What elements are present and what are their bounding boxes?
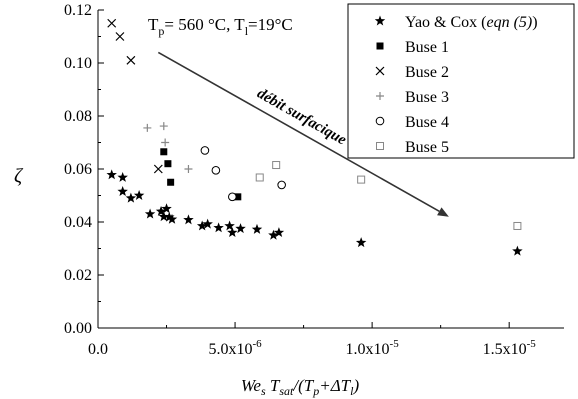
legend-label-buse-1: Buse 1: [405, 39, 449, 56]
data-point: [143, 123, 152, 132]
y-tick-label: 0.06: [64, 161, 92, 178]
data-point: [117, 186, 128, 196]
y-tick-label: 0.12: [64, 2, 92, 19]
data-point: [357, 175, 366, 184]
data-point: [273, 227, 285, 238]
y-axis-label: ζ: [14, 165, 24, 187]
data-point: [513, 221, 522, 230]
data-point: [224, 220, 235, 231]
data-point: [126, 55, 136, 65]
legend-marker: [374, 15, 386, 26]
data-point: [272, 161, 281, 170]
y-tick-label: 0.04: [64, 214, 92, 231]
data-point: [213, 222, 224, 233]
x-tick-label: 1.5x10-5: [483, 338, 537, 358]
x-tick-label: 0.0: [88, 341, 108, 358]
series-2: [107, 18, 163, 174]
data-point: [228, 192, 237, 202]
data-point: [164, 211, 175, 222]
data-point: [161, 138, 170, 147]
data-point: [200, 146, 210, 155]
data-point: [166, 213, 178, 224]
data-point: [277, 180, 286, 190]
legend-marker: [376, 92, 384, 100]
legend-box: [347, 3, 575, 159]
series-4: [200, 146, 286, 202]
legend-label-yao: Yao & Cox (eqn (5)): [405, 14, 538, 31]
data-point: [202, 218, 213, 229]
legend-marker: [375, 66, 385, 76]
data-point: [161, 203, 172, 214]
conditions-annotation: Tp= 560 °C, Tl=19°C: [148, 15, 293, 38]
ticks: 0.00 0.02 0.04 0.06 0.08 0.10 0.12 0.0 5.0x10-6 1…: [64, 2, 536, 358]
legend-marker: [376, 42, 384, 50]
series-1: [160, 148, 242, 201]
x-tick-label: 5.0x10-6: [208, 338, 262, 358]
data-point: [255, 173, 264, 182]
data-point: [235, 223, 246, 234]
data-point: [211, 166, 221, 175]
y-tick-label: 0.10: [64, 55, 92, 72]
data-point: [164, 160, 172, 168]
data-point: [196, 220, 208, 231]
data-point: [115, 32, 125, 41]
data-point: [227, 227, 238, 238]
data-point: [184, 165, 193, 173]
arrow-label: débit surfacique: [254, 86, 349, 149]
legend-label-buse-5: Buse 5: [405, 139, 449, 156]
data-point: [234, 193, 242, 201]
x-axis-label: Wes Tsat/(Tp+ΔTl): [241, 376, 360, 398]
y-tick-label: 0.02: [64, 267, 92, 284]
data-point: [268, 229, 279, 240]
y-tick-label: 0.00: [64, 320, 92, 337]
legend-items: [374, 15, 386, 150]
legend-label-buse-3: Buse 3: [405, 89, 449, 106]
data-point: [107, 18, 117, 28]
legend-label-buse-4: Buse 4: [405, 114, 449, 131]
data-point: [153, 164, 163, 174]
arrow-line: [157, 51, 440, 212]
data-point: [355, 237, 367, 248]
arrow-head: [437, 207, 449, 217]
x-tick-label: 1.0x10-5: [346, 338, 400, 358]
series-5: [255, 161, 522, 230]
data-point: [183, 214, 194, 225]
data-point: [106, 169, 117, 180]
data-point: [160, 148, 168, 156]
data-point: [133, 190, 145, 200]
series-3: [143, 122, 193, 173]
data-marks: [106, 18, 523, 256]
y-tick-label: 0.08: [64, 108, 92, 125]
legend-marker: [376, 142, 384, 150]
legend: Yao & Cox (eqn (5)) Buse 1 Buse 2 Buse 3…: [347, 3, 575, 159]
legend-marker: [375, 116, 385, 126]
legend-label-buse-2: Buse 2: [405, 64, 449, 81]
data-point: [251, 223, 263, 234]
data-point: [158, 211, 170, 222]
data-point: [125, 192, 137, 203]
data-point: [159, 122, 168, 131]
data-point: [167, 178, 175, 186]
data-point: [117, 171, 128, 182]
series-0: [106, 169, 523, 256]
data-point: [144, 208, 156, 219]
data-point: [155, 205, 167, 216]
data-point: [512, 245, 523, 256]
